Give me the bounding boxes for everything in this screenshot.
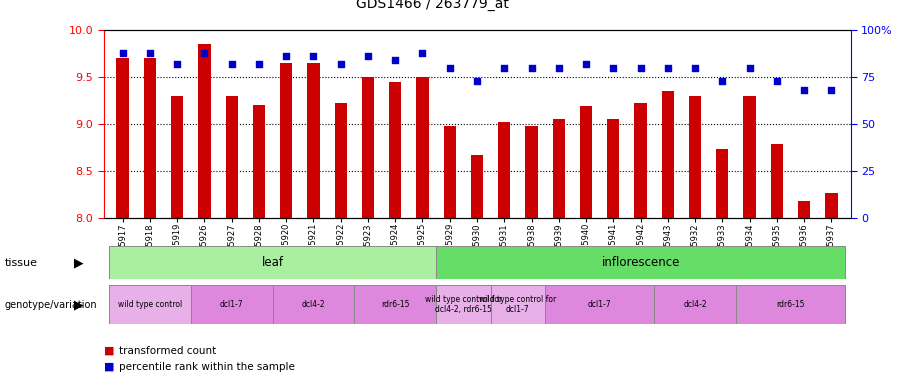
Text: dcl1-7: dcl1-7 — [588, 300, 611, 309]
Text: dcl1-7: dcl1-7 — [220, 300, 243, 309]
Bar — [498, 122, 510, 218]
Text: rdr6-15: rdr6-15 — [381, 300, 410, 309]
Bar — [770, 144, 783, 218]
Point — [579, 61, 593, 67]
Bar — [580, 106, 592, 218]
Text: ■: ■ — [104, 362, 114, 372]
Point — [170, 61, 184, 67]
Bar — [743, 96, 756, 218]
Bar — [526, 126, 537, 218]
Bar — [436, 246, 845, 279]
Bar — [253, 105, 265, 218]
Point — [634, 64, 648, 70]
Point — [470, 78, 484, 84]
Bar — [654, 285, 736, 324]
Point — [142, 50, 157, 55]
Text: genotype/variation: genotype/variation — [4, 300, 97, 310]
Text: wild type control for
dcl4-2, rdr6-15: wild type control for dcl4-2, rdr6-15 — [425, 295, 502, 314]
Bar — [736, 285, 845, 324]
Bar — [608, 119, 619, 218]
Text: wild type control: wild type control — [118, 300, 182, 309]
Point — [443, 64, 457, 70]
Point — [606, 64, 620, 70]
Bar — [444, 126, 456, 218]
Bar — [825, 193, 838, 217]
Point — [115, 50, 130, 55]
Point — [552, 64, 566, 70]
Text: leaf: leaf — [262, 256, 284, 269]
Point — [824, 87, 839, 93]
Bar — [491, 285, 545, 324]
Text: rdr6-15: rdr6-15 — [777, 300, 805, 309]
Point — [716, 78, 730, 84]
Bar — [545, 285, 654, 324]
Bar — [171, 96, 184, 218]
Bar — [198, 44, 211, 218]
Bar — [355, 285, 436, 324]
Bar — [634, 103, 647, 218]
Point — [224, 61, 238, 67]
Point — [525, 64, 539, 70]
Bar — [417, 77, 428, 218]
Bar — [335, 103, 346, 218]
Bar — [109, 246, 436, 279]
Text: ■: ■ — [104, 346, 114, 355]
Point — [661, 64, 675, 70]
Text: percentile rank within the sample: percentile rank within the sample — [119, 362, 294, 372]
Bar — [389, 82, 401, 218]
Point — [797, 87, 812, 93]
Point — [279, 53, 293, 59]
Text: ▶: ▶ — [74, 256, 84, 269]
Point — [306, 53, 320, 59]
Point — [252, 61, 266, 67]
Bar — [436, 285, 491, 324]
Bar — [144, 58, 156, 217]
Bar — [689, 96, 701, 218]
Point — [388, 57, 402, 63]
Point — [415, 50, 429, 55]
Bar — [662, 91, 674, 218]
Bar — [471, 154, 483, 218]
Point — [497, 64, 511, 70]
Bar — [116, 58, 129, 217]
Bar — [798, 201, 810, 217]
Text: transformed count: transformed count — [119, 346, 216, 355]
Point — [361, 53, 375, 59]
Text: dcl4-2: dcl4-2 — [683, 300, 706, 309]
Bar — [191, 285, 273, 324]
Text: dcl4-2: dcl4-2 — [302, 300, 325, 309]
Bar — [362, 77, 374, 218]
Point — [197, 50, 211, 55]
Text: inflorescence: inflorescence — [601, 256, 680, 269]
Text: wild type control for
dcl1-7: wild type control for dcl1-7 — [480, 295, 556, 314]
Bar — [273, 285, 355, 324]
Bar — [307, 63, 320, 217]
Text: tissue: tissue — [4, 258, 38, 267]
Bar — [716, 149, 728, 217]
Bar — [553, 119, 565, 218]
Bar — [109, 285, 191, 324]
Text: GDS1466 / 263779_at: GDS1466 / 263779_at — [356, 0, 508, 11]
Bar — [226, 96, 238, 218]
Bar — [280, 63, 292, 217]
Point — [334, 61, 348, 67]
Text: ▶: ▶ — [74, 298, 84, 311]
Point — [688, 64, 702, 70]
Point — [770, 78, 784, 84]
Point — [742, 64, 757, 70]
